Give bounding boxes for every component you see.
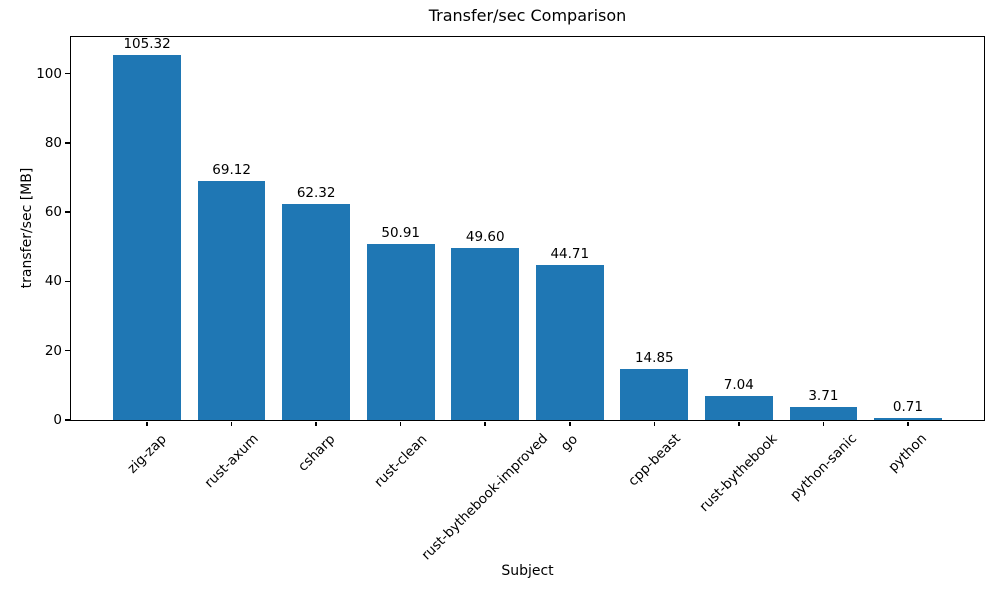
x-tick-label-text: rust-axum bbox=[201, 430, 262, 492]
bar bbox=[366, 243, 435, 420]
x-tick-label-text: rust-bythebook bbox=[696, 431, 781, 516]
y-tick-label: 80 bbox=[44, 134, 62, 151]
y-tick bbox=[65, 349, 70, 352]
bar-value-label: 49.60 bbox=[465, 229, 505, 246]
y-tick-label: 40 bbox=[44, 273, 62, 290]
x-tick-label-text: go bbox=[558, 431, 582, 455]
y-tick bbox=[65, 211, 70, 213]
x-tick bbox=[315, 421, 317, 426]
bar-value-label: 0.71 bbox=[892, 398, 923, 415]
x-tick bbox=[653, 421, 656, 426]
bar bbox=[197, 180, 266, 420]
x-tick bbox=[822, 421, 825, 426]
x-tick-label-text: python-sanic bbox=[786, 430, 860, 504]
bar-value-label: 44.71 bbox=[550, 246, 590, 263]
bar bbox=[789, 407, 858, 420]
x-tick bbox=[146, 421, 148, 426]
bar bbox=[451, 248, 520, 420]
x-tick-label-text: cpp-beast bbox=[624, 431, 684, 490]
x-tick bbox=[738, 421, 740, 426]
y-tick-label: 20 bbox=[44, 342, 62, 359]
x-tick bbox=[484, 421, 486, 426]
y-tick bbox=[65, 419, 70, 421]
y-tick-label: 100 bbox=[36, 65, 62, 82]
bar-value-label: 62.32 bbox=[296, 185, 336, 202]
bar-value-label: 69.12 bbox=[212, 161, 251, 178]
bar-value-label: 105.32 bbox=[123, 36, 171, 53]
bar-value-label: 50.91 bbox=[381, 224, 421, 241]
x-tick-label-text: zig-zap bbox=[124, 430, 170, 477]
y-tick bbox=[65, 280, 70, 283]
x-tick-label-text: csharp bbox=[294, 430, 339, 475]
bar bbox=[620, 368, 689, 420]
x-tick bbox=[907, 421, 909, 426]
y-tick-label: 0 bbox=[53, 412, 62, 428]
y-tick bbox=[65, 72, 70, 75]
chart-title: Transfer/sec Comparison bbox=[428, 6, 627, 25]
y-tick bbox=[65, 142, 70, 144]
x-tick bbox=[569, 421, 571, 426]
y-axis-label-text: transfer/sec [MB] bbox=[19, 167, 35, 289]
x-tick-label-text: rust-bythebook-improved bbox=[418, 431, 552, 564]
y-tick-label: 60 bbox=[44, 204, 62, 221]
x-tick-label-text: rust-clean bbox=[370, 431, 431, 491]
plot-area: 0 20 40 60 80 100 105.32 zig-zap 69.12 rust-axum 6… bbox=[36, 36, 985, 564]
bar-value-label: 7.04 bbox=[723, 376, 754, 393]
bar-value-label: 3.71 bbox=[808, 388, 839, 405]
bar bbox=[705, 395, 773, 420]
x-tick-label-text: python bbox=[885, 430, 931, 476]
bar bbox=[874, 417, 942, 420]
x-axis-label: Subject bbox=[501, 563, 554, 579]
bar bbox=[535, 265, 604, 420]
x-tick bbox=[230, 421, 233, 426]
x-tick bbox=[399, 421, 402, 426]
bar bbox=[282, 204, 350, 420]
bar bbox=[113, 55, 181, 420]
bar-value-label: 14.85 bbox=[634, 349, 674, 366]
